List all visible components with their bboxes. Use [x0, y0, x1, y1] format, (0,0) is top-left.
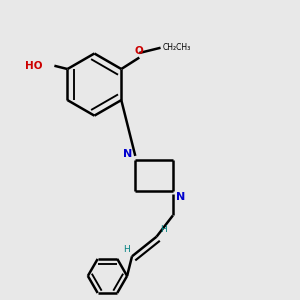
Text: N: N	[123, 148, 133, 158]
Text: H: H	[123, 245, 129, 254]
Text: HO: HO	[26, 61, 43, 71]
Text: N: N	[176, 192, 185, 202]
Text: O: O	[135, 46, 144, 56]
Text: H: H	[160, 225, 166, 234]
Text: CH₂CH₃: CH₂CH₃	[162, 43, 190, 52]
